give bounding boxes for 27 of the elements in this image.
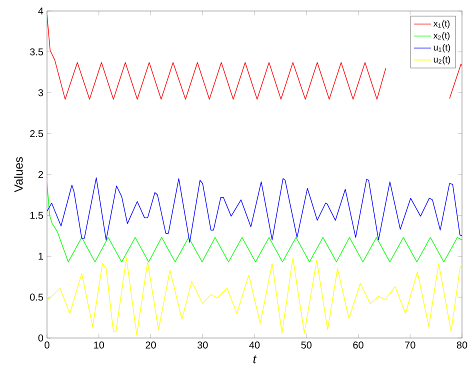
y-tick-label: 2 [38, 171, 43, 178]
x-tick-label: 40 [249, 342, 260, 349]
legend-label: u$_{2}$(t) [434, 56, 450, 64]
y-tick-label: 1 [38, 252, 44, 260]
x-tick-label: 70 [405, 342, 416, 349]
y-tick-label: 0.5 [30, 294, 44, 301]
x-tick-label: 60 [353, 342, 364, 349]
legend-label: u$_{1}$(t) [434, 44, 450, 52]
x-tick-label: 10 [94, 342, 104, 349]
y-tick-label: 2.5 [30, 130, 44, 138]
x-tick-label: 80 [456, 342, 468, 349]
legend-label: x$_{2}$(t) [433, 32, 450, 40]
line-series [47, 258, 462, 336]
line-series [47, 182, 462, 262]
x-axis-title: t [253, 355, 257, 364]
y-axis-title: Values [14, 157, 23, 192]
line-series [47, 177, 462, 243]
y-tick-label: 0 [38, 334, 44, 342]
y-tick-label: 4 [38, 8, 44, 14]
x-tick-label: 30 [197, 342, 208, 349]
y-tick-label: 1.5 [30, 212, 44, 219]
x-tick-label: 0 [44, 342, 50, 349]
y-tick-label: 3 [38, 89, 44, 96]
x-tick-label: 20 [146, 342, 156, 349]
legend-label: x$_{1}$(t) [433, 20, 450, 28]
y-tick-label: 3.5 [30, 48, 44, 56]
x-tick-label: 50 [301, 342, 312, 349]
